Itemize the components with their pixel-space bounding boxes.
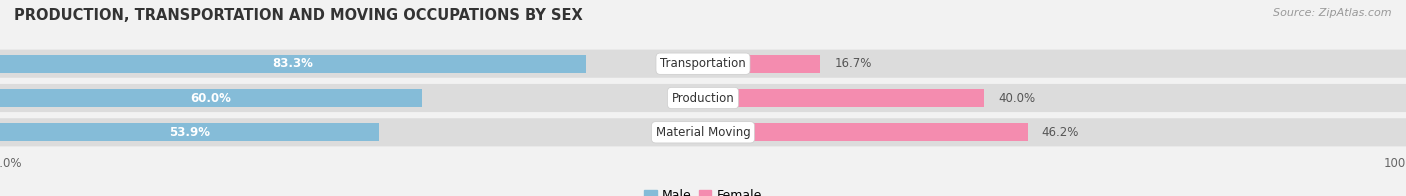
- Text: 60.0%: 60.0%: [190, 92, 232, 104]
- Text: 16.7%: 16.7%: [835, 57, 872, 70]
- Text: Production: Production: [672, 92, 734, 104]
- Bar: [703, 55, 821, 73]
- Bar: [0, 89, 422, 107]
- Text: 46.2%: 46.2%: [1042, 126, 1080, 139]
- Text: Transportation: Transportation: [661, 57, 745, 70]
- FancyBboxPatch shape: [0, 84, 1406, 112]
- Text: Material Moving: Material Moving: [655, 126, 751, 139]
- Bar: [0, 123, 380, 141]
- Text: Source: ZipAtlas.com: Source: ZipAtlas.com: [1274, 8, 1392, 18]
- Text: 53.9%: 53.9%: [169, 126, 209, 139]
- Text: PRODUCTION, TRANSPORTATION AND MOVING OCCUPATIONS BY SEX: PRODUCTION, TRANSPORTATION AND MOVING OC…: [14, 8, 583, 23]
- Bar: [703, 123, 1028, 141]
- Bar: [703, 89, 984, 107]
- Legend: Male, Female: Male, Female: [640, 184, 766, 196]
- Text: 40.0%: 40.0%: [998, 92, 1035, 104]
- Text: 83.3%: 83.3%: [273, 57, 314, 70]
- FancyBboxPatch shape: [0, 50, 1406, 78]
- FancyBboxPatch shape: [0, 118, 1406, 146]
- Bar: [0, 55, 586, 73]
